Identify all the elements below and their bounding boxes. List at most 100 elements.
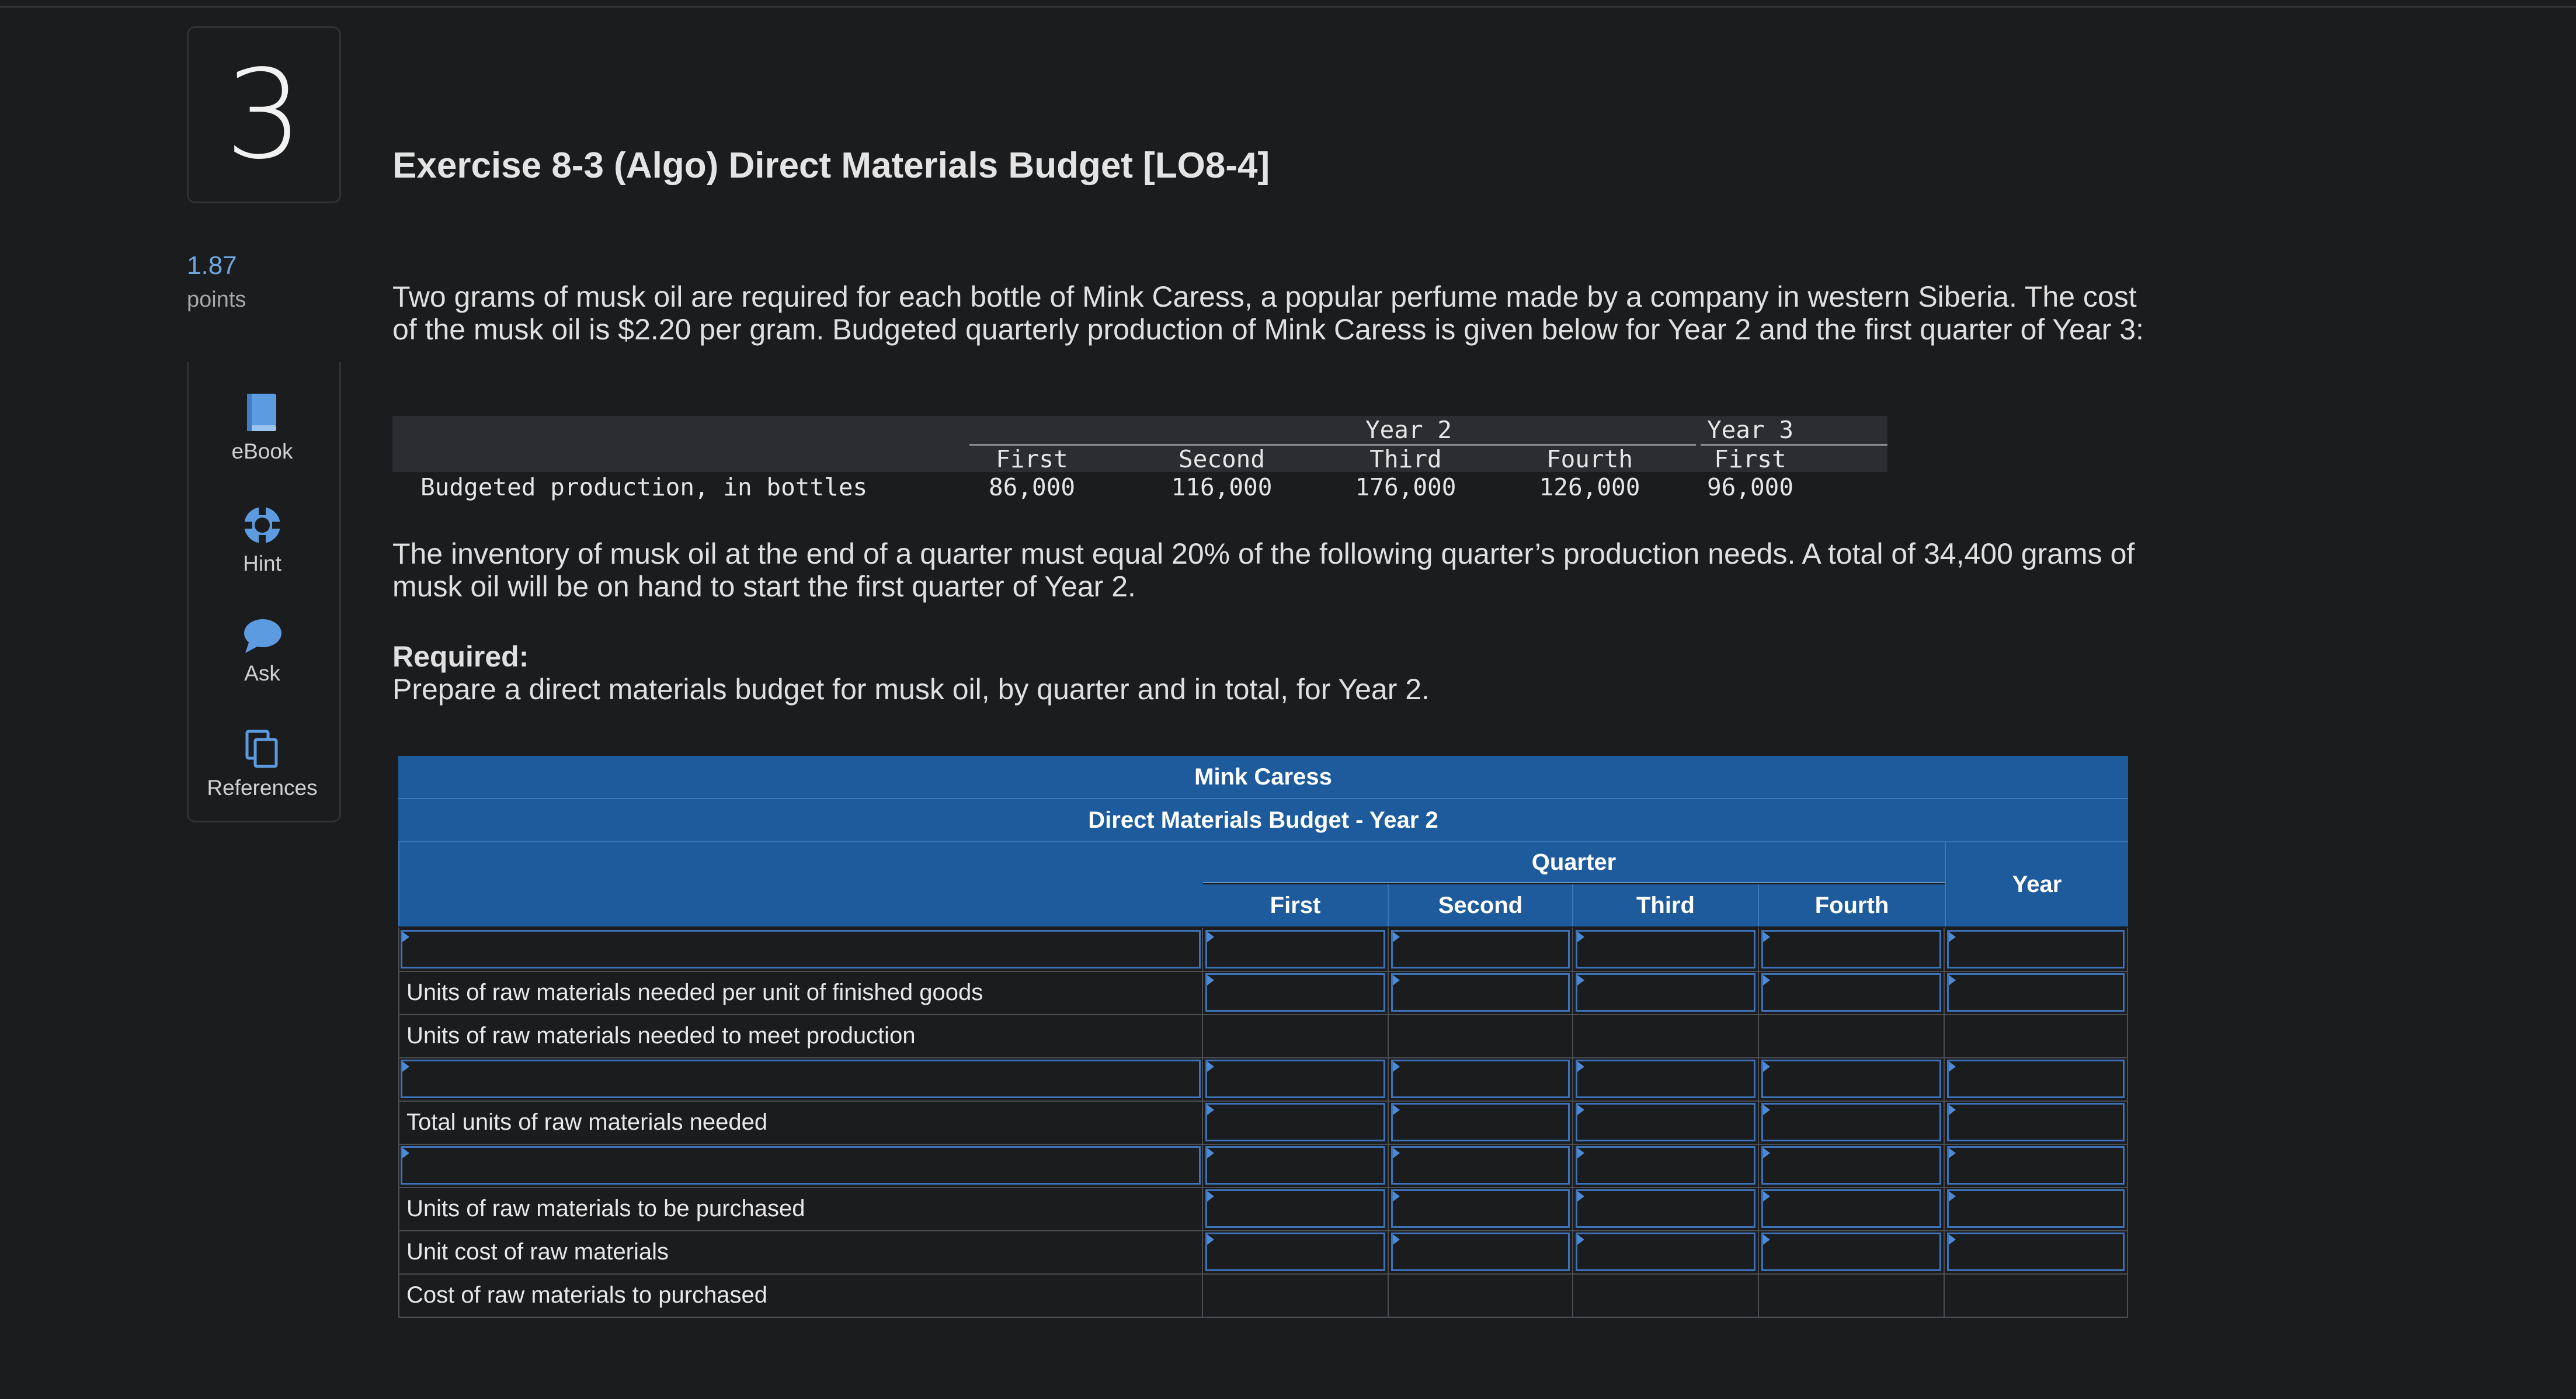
amount-input[interactable] [1761, 973, 1941, 1012]
amount-input[interactable] [1391, 1060, 1570, 1098]
amount-input[interactable] [1947, 930, 2125, 968]
year3-header: Year 3 [1706, 416, 1794, 444]
cell-year[interactable] [1945, 1101, 2128, 1144]
amount-input[interactable] [1576, 1189, 1755, 1228]
cell-year[interactable] [1945, 1187, 2128, 1230]
amount-input[interactable] [1576, 1233, 1755, 1271]
amount-input[interactable] [1761, 930, 1941, 968]
row-label-select[interactable] [398, 928, 1203, 971]
ask-label: Ask [244, 661, 280, 685]
amount-input[interactable] [1205, 973, 1385, 1012]
amount-input[interactable] [1761, 1060, 1941, 1098]
header-fourth: Fourth [1759, 884, 1945, 926]
year3-underline [1701, 444, 1887, 446]
cell-first[interactable] [1203, 1057, 1389, 1101]
cell-first[interactable] [1203, 1101, 1389, 1144]
amount-input[interactable] [1947, 1103, 2125, 1141]
row-label-select[interactable] [398, 1057, 1203, 1101]
cell-fourth[interactable] [1759, 1057, 1945, 1101]
ask-button[interactable]: Ask [187, 617, 338, 686]
cell-first[interactable] [1203, 1187, 1389, 1230]
cell-year[interactable] [1945, 1057, 2128, 1101]
col-second: Second [1178, 445, 1266, 473]
cell-year[interactable] [1945, 1144, 2128, 1187]
cell-fourth[interactable] [1759, 1101, 1945, 1144]
row-label-dropdown[interactable] [401, 930, 1201, 968]
amount-input[interactable] [1761, 1103, 1941, 1141]
cell-first[interactable] [1203, 1144, 1389, 1187]
amount-input[interactable] [1761, 1146, 1941, 1185]
amount-input[interactable] [1205, 1060, 1385, 1098]
amount-input[interactable] [1205, 1189, 1385, 1228]
row-label-dropdown[interactable] [401, 1146, 1201, 1185]
cell-third[interactable] [1573, 971, 1759, 1014]
intro-paragraph: Two grams of musk oil are required for e… [392, 280, 2144, 346]
ebook-button[interactable]: eBook [187, 393, 338, 464]
amount-input[interactable] [1576, 930, 1755, 968]
cell-second[interactable] [1389, 928, 1573, 971]
amount-input[interactable] [1761, 1189, 1941, 1228]
header-second: Second [1389, 884, 1573, 926]
references-button[interactable]: References [187, 729, 338, 800]
cell-first[interactable] [1203, 1230, 1389, 1273]
required-heading: Required: [392, 640, 529, 673]
cell-year[interactable] [1945, 928, 2128, 971]
cell-fourth[interactable] [1759, 1187, 1945, 1230]
amount-input[interactable] [1391, 1233, 1570, 1271]
amount-input[interactable] [1205, 1103, 1385, 1141]
copy-pages-icon [245, 730, 278, 768]
amount-input[interactable] [1947, 1189, 2125, 1228]
cell-third[interactable] [1573, 1230, 1759, 1273]
cell-year[interactable] [1945, 971, 2128, 1014]
cell-fourth[interactable] [1759, 1144, 1945, 1187]
col-first: First [996, 445, 1068, 473]
cell-second[interactable] [1389, 1187, 1573, 1230]
amount-input[interactable] [1391, 930, 1570, 968]
cell-second[interactable] [1389, 1144, 1573, 1187]
cell-year[interactable] [1945, 1230, 2128, 1273]
cell-second[interactable] [1389, 971, 1573, 1014]
amount-input[interactable] [1205, 1146, 1385, 1185]
amount-input[interactable] [1576, 1146, 1755, 1185]
points-value: 1.87 [187, 251, 237, 280]
row-label-select[interactable] [398, 1144, 1203, 1187]
row-label: Units of raw materials to be purchased [398, 1187, 1203, 1230]
amount-input[interactable] [1947, 1146, 2125, 1185]
amount-input[interactable] [1947, 1233, 2125, 1271]
amount-input[interactable] [1205, 930, 1385, 968]
amount-input[interactable] [1391, 1103, 1570, 1141]
budget-row: Units of raw materials needed per unit o… [398, 971, 2128, 1015]
cell-fourth[interactable] [1759, 971, 1945, 1014]
cell-first[interactable] [1203, 928, 1389, 971]
cell-third[interactable] [1573, 1187, 1759, 1230]
amount-input[interactable] [1391, 973, 1570, 1012]
cell-third[interactable] [1573, 1101, 1759, 1144]
row-label-dropdown[interactable] [401, 1060, 1201, 1098]
cell-third[interactable] [1573, 1057, 1759, 1101]
cell-year [1945, 1273, 2128, 1317]
amount-input[interactable] [1576, 1060, 1755, 1098]
cell-third[interactable] [1573, 928, 1759, 971]
amount-input[interactable] [1761, 1233, 1941, 1271]
cell-second[interactable] [1389, 1057, 1573, 1101]
amount-input[interactable] [1576, 973, 1755, 1012]
cell-third [1573, 1273, 1759, 1317]
header-first: First [1203, 884, 1389, 926]
amount-input[interactable] [1391, 1189, 1570, 1228]
cell-first[interactable] [1203, 971, 1389, 1014]
amount-input[interactable] [1947, 973, 2125, 1012]
cell-second[interactable] [1389, 1101, 1573, 1144]
amount-input[interactable] [1947, 1060, 2125, 1098]
hint-button[interactable]: Hint [187, 505, 338, 576]
cell-fourth[interactable] [1759, 1230, 1945, 1273]
cell-second[interactable] [1389, 1230, 1573, 1273]
amount-input[interactable] [1391, 1146, 1570, 1185]
row-label-budgeted-production: Budgeted production, in bottles [420, 473, 868, 501]
value-first: 86,000 [988, 473, 1076, 501]
amount-input[interactable] [1576, 1103, 1755, 1141]
budget-row [398, 928, 2128, 972]
amount-input[interactable] [1205, 1233, 1385, 1271]
cell-fourth[interactable] [1759, 928, 1945, 971]
cell-fourth [1759, 1014, 1945, 1057]
cell-third[interactable] [1573, 1144, 1759, 1187]
